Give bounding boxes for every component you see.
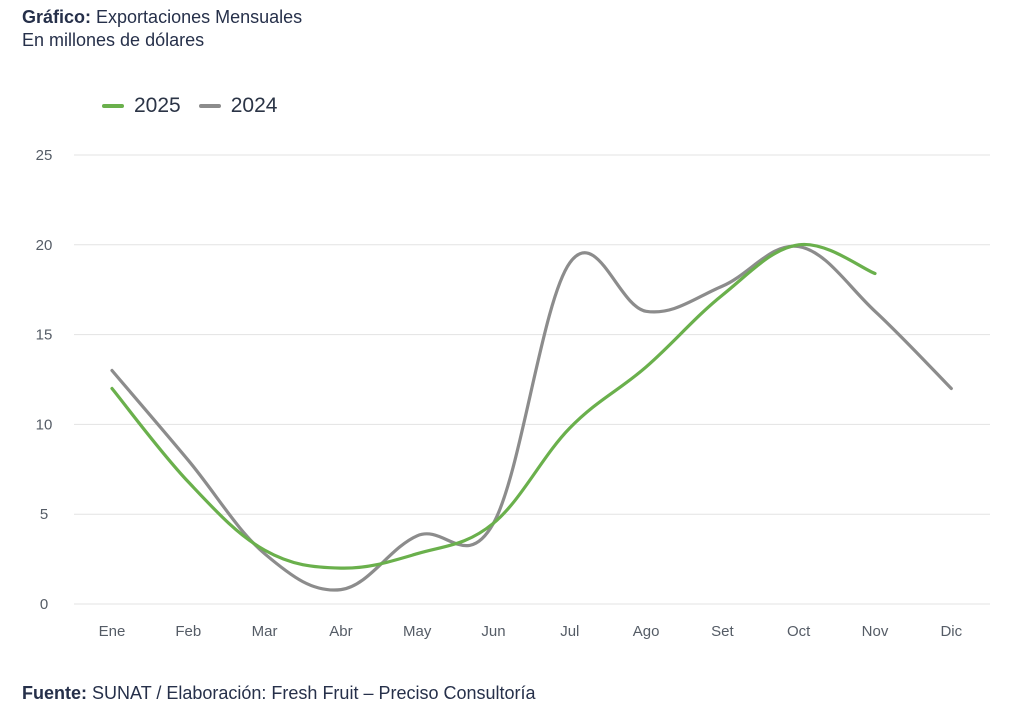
- chart-title: Exportaciones Mensuales: [96, 7, 303, 27]
- series-line-2024: [110, 244, 953, 592]
- chart-footer: Fuente: SUNAT / Elaboración: Fresh Fruit…: [22, 683, 536, 704]
- chart-title-label: Gráfico:: [22, 7, 92, 27]
- x-tick-label: Set: [711, 623, 734, 640]
- x-tick-label: Feb: [175, 623, 201, 640]
- chart-legend: 2025 2024: [102, 94, 277, 118]
- x-tick-label: Nov: [862, 623, 889, 640]
- legend-label-2025: 2025: [134, 94, 181, 117]
- legend-swatch-2025: [102, 104, 124, 108]
- y-tick-label: 0: [40, 596, 48, 613]
- x-tick-label: Jun: [481, 623, 505, 640]
- chart-title-line: Gráfico: Exportaciones Mensuales: [22, 6, 302, 29]
- x-tick-label: May: [403, 623, 432, 640]
- y-tick-label: 10: [36, 416, 53, 433]
- x-tick-label: Oct: [787, 623, 811, 640]
- x-tick-label: Mar: [252, 623, 278, 640]
- legend-item-2025: 2025: [102, 94, 181, 118]
- y-tick-label: 20: [36, 237, 53, 254]
- series-line-2025: [110, 242, 877, 570]
- x-tick-label: Ago: [633, 623, 660, 640]
- y-tick-label: 15: [36, 327, 53, 344]
- legend-item-2024: 2024: [198, 94, 278, 118]
- x-tick-label: Jul: [560, 623, 579, 640]
- x-tick-label: Dic: [940, 623, 962, 640]
- x-tick-label: Ene: [99, 623, 126, 640]
- legend-label-2024: 2024: [230, 94, 278, 117]
- chart-subtitle: En millones de dólares: [22, 30, 205, 50]
- y-tick-label: 25: [36, 147, 53, 164]
- footer-label: Fuente:: [22, 683, 87, 703]
- x-tick-label: Abr: [329, 623, 352, 640]
- legend-swatch-2024: [198, 104, 221, 108]
- chart-header: Gráfico: Exportaciones Mensuales En mill…: [22, 6, 302, 52]
- footer-source: SUNAT / Elaboración: Fresh Fruit – Preci…: [92, 683, 536, 703]
- y-tick-label: 5: [40, 506, 48, 523]
